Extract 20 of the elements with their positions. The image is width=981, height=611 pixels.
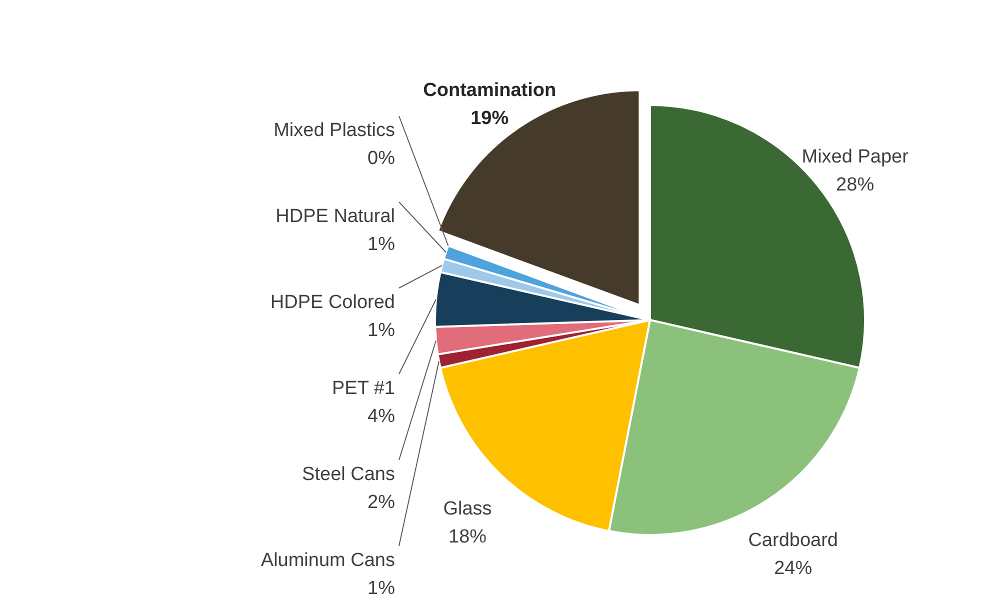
slice-label: Cardboard — [748, 530, 838, 551]
data-label: 1% — [368, 234, 396, 255]
slice-label: Glass — [443, 498, 492, 520]
slice-label: Contamination — [423, 80, 556, 102]
data-label: 2% — [368, 492, 396, 513]
data-label: 24% — [774, 558, 812, 579]
data-label: 19% — [470, 108, 509, 130]
data-label: 4% — [368, 406, 396, 427]
data-label: 18% — [448, 526, 487, 548]
data-label: 1% — [368, 578, 396, 599]
data-label: 1% — [368, 320, 396, 341]
category-label: Mixed Plastics — [274, 120, 395, 141]
slice-label: Mixed Paper — [802, 146, 910, 168]
text: 0% — [368, 148, 395, 169]
slice-label: PET #1 — [332, 378, 395, 399]
slice-label: HDPE Colored — [270, 292, 395, 313]
data-label: 28% — [836, 174, 874, 196]
slice-label: Aluminum Cans — [260, 550, 395, 571]
slice-label: Steel Cans — [302, 464, 395, 485]
slice-label: HDPE Natural — [276, 206, 395, 227]
